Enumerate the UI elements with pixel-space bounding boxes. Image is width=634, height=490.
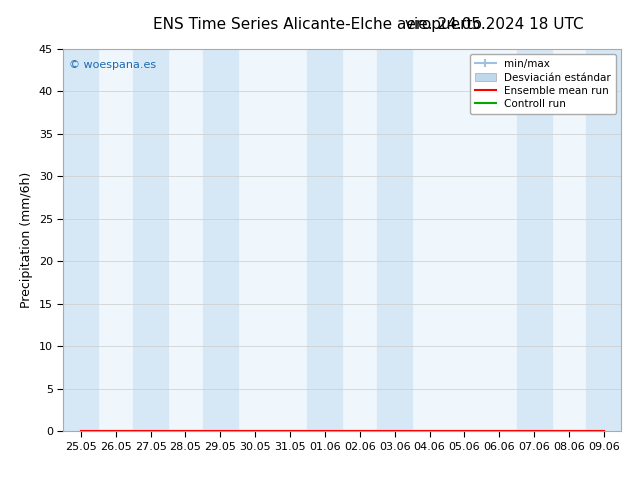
Text: ENS Time Series Alicante-Elche aeropuerto: ENS Time Series Alicante-Elche aeropuert… bbox=[153, 17, 481, 32]
Text: vie. 24.05.2024 18 UTC: vie. 24.05.2024 18 UTC bbox=[405, 17, 584, 32]
Bar bbox=[307, 49, 342, 431]
Bar bbox=[63, 49, 98, 431]
Y-axis label: Precipitation (mm/6h): Precipitation (mm/6h) bbox=[20, 172, 34, 308]
Bar bbox=[586, 49, 621, 431]
Bar bbox=[133, 49, 168, 431]
Bar bbox=[517, 49, 552, 431]
Legend: min/max, Desviacián estándar, Ensemble mean run, Controll run: min/max, Desviacián estándar, Ensemble m… bbox=[470, 54, 616, 114]
Text: © woespana.es: © woespana.es bbox=[69, 60, 156, 71]
Bar bbox=[377, 49, 412, 431]
Bar bbox=[203, 49, 238, 431]
